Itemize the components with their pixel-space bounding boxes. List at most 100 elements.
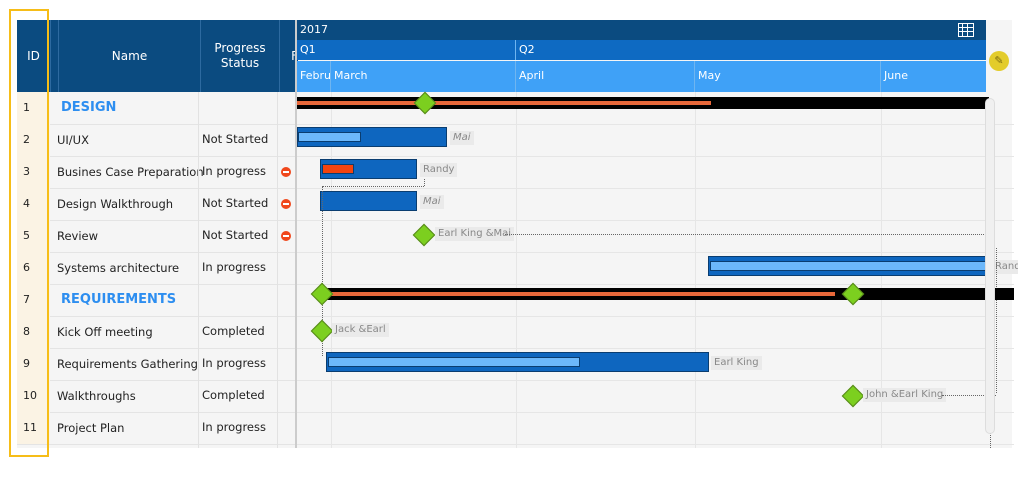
progress-status: Not Started	[202, 228, 269, 242]
timeline-chart: 2017 Q1 Q2 Febru March April May June	[295, 20, 1018, 448]
gridline	[297, 188, 1014, 189]
quarter-q1: Q1	[297, 40, 516, 60]
column-header-progress[interactable]: Progress Status	[201, 20, 280, 92]
progress-status: In progress	[202, 356, 266, 370]
summary-progress	[319, 292, 835, 296]
dependency-line	[322, 186, 424, 187]
table-row[interactable]: 2 UI/UX Not Started	[17, 124, 295, 157]
gridline	[297, 252, 1014, 253]
task-bar-design-walkthrough[interactable]	[320, 191, 417, 211]
gridline	[297, 156, 1014, 157]
row-id: 1	[17, 92, 50, 124]
table-row[interactable]: 11 Project Plan In progress	[17, 412, 295, 445]
dependency-line	[322, 186, 323, 356]
milestone-diamond[interactable]	[413, 91, 437, 115]
summary-bar-design[interactable]	[297, 97, 989, 109]
table-row[interactable]: 10 Walkthroughs Completed	[17, 380, 295, 413]
row-id: 5	[17, 220, 50, 252]
minus-circle-icon[interactable]	[281, 199, 291, 209]
row-id: 8	[17, 316, 50, 348]
gridline	[297, 284, 1014, 285]
minus-circle-icon[interactable]	[281, 231, 291, 241]
column-header-id[interactable]: ID	[17, 20, 51, 92]
task-name: UI/UX	[57, 133, 89, 147]
task-name: REQUIREMENTS	[61, 292, 177, 307]
task-grid: ID Name Progress Status F 1 DESIGN 2 UI/UX…	[17, 20, 298, 448]
milestone-diamond[interactable]	[310, 319, 334, 343]
resource-label: Randy	[420, 163, 458, 177]
task-name: Busines Case Preparation	[57, 165, 204, 179]
pencil-icon[interactable]: ✎	[989, 51, 1009, 71]
grid-header: ID Name Progress Status F	[17, 20, 298, 92]
progress-status: Not Started	[202, 196, 269, 210]
gridline	[297, 412, 1014, 413]
task-name: Kick Off meeting	[57, 325, 153, 339]
year-label: 2017	[300, 23, 328, 36]
gridline	[297, 380, 1014, 381]
gridline	[297, 444, 1014, 445]
table-row[interactable]: 1 DESIGN	[17, 92, 295, 125]
table-row[interactable]: 9 Requirements Gathering In progress	[17, 348, 295, 381]
task-name: Design Walkthrough	[57, 197, 174, 211]
task-bar-uiux[interactable]	[297, 127, 447, 147]
task-bar-systems-architecture[interactable]	[708, 256, 990, 276]
table-row[interactable]: 6 Systems architecture In progress	[17, 252, 295, 285]
month-march: March	[331, 61, 516, 92]
quarter-header: Q1 Q2	[297, 40, 986, 60]
vertical-scrollbar[interactable]	[985, 98, 995, 434]
month-may: May	[695, 61, 881, 92]
milestone-diamond[interactable]	[310, 282, 334, 306]
resource-label: Mai	[450, 131, 474, 145]
resource-label: Rand	[992, 260, 1018, 274]
row-id: 7	[17, 284, 50, 316]
gridline	[695, 92, 696, 448]
row-id: 4	[17, 188, 50, 220]
dependency-line	[424, 179, 425, 186]
row-id: 9	[17, 348, 50, 380]
column-divider	[277, 92, 278, 448]
column-divider	[198, 92, 199, 448]
gridline	[516, 92, 517, 448]
table-row[interactable]: 3 Busines Case Preparation In progress	[17, 156, 295, 189]
row-id: 6	[17, 252, 50, 284]
progress-fill	[328, 357, 580, 367]
summary-progress	[297, 101, 711, 105]
progress-status: In progress	[202, 260, 266, 274]
task-name: Systems architecture	[57, 261, 180, 275]
task-bar-requirements-gathering[interactable]	[326, 352, 709, 372]
resource-label: Jack &Earl	[332, 323, 389, 337]
column-header-truncated[interactable]: F	[291, 48, 298, 63]
table-row[interactable]: 4 Design Walkthrough Not Started	[17, 188, 295, 221]
task-name: Walkthroughs	[57, 389, 136, 403]
table-row[interactable]: 5 Review Not Started	[17, 220, 295, 253]
progress-fill	[298, 132, 361, 142]
row-id: 10	[17, 380, 50, 412]
table-row[interactable]: 7 REQUIREMENTS	[17, 284, 295, 317]
gridline	[297, 124, 1014, 125]
gantt-chart: ID Name Progress Status F 1 DESIGN 2 UI/UX…	[17, 20, 1018, 448]
milestone-diamond[interactable]	[841, 282, 865, 306]
gridline	[297, 220, 1014, 221]
month-april: April	[516, 61, 695, 92]
summary-bar-requirements[interactable]	[319, 288, 1014, 300]
task-bar-business-case[interactable]	[320, 159, 417, 179]
year-header: 2017	[297, 20, 986, 40]
grid-icon[interactable]	[958, 23, 974, 37]
milestone-diamond[interactable]	[841, 384, 865, 408]
resource-label: Earl King	[711, 356, 762, 370]
progress-status: Completed	[202, 388, 265, 402]
progress-status: Completed	[202, 324, 265, 338]
row-id: 2	[17, 124, 50, 156]
milestone-diamond[interactable]	[412, 223, 436, 247]
gridline	[297, 348, 1014, 349]
minus-circle-icon[interactable]	[281, 167, 291, 177]
table-row[interactable]: 8 Kick Off meeting Completed	[17, 316, 295, 349]
dependency-line	[996, 248, 997, 393]
progress-status: Not Started	[202, 132, 269, 146]
row-id: 11	[17, 412, 50, 444]
resource-label: Mai	[420, 195, 444, 209]
id-column-highlight	[9, 9, 49, 457]
quarter-q2: Q2	[519, 43, 535, 56]
column-header-name[interactable]: Name	[59, 20, 201, 92]
progress-fill	[322, 164, 354, 174]
